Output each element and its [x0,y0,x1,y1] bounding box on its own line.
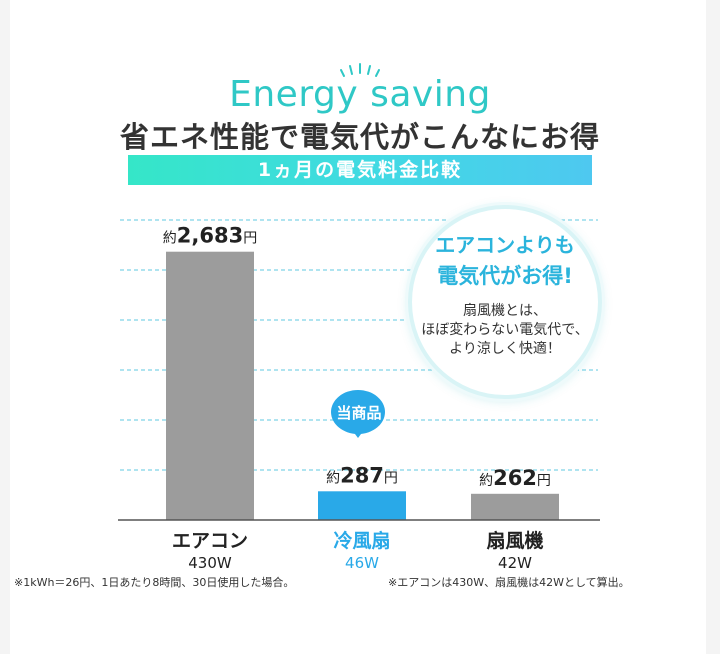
data-label-2: 約287円 [326,463,398,487]
bar-2 [318,491,406,520]
chart-subtitle-banner: 1ヵ月の電気料金比較 [128,155,592,185]
callout-body-3: より涼しく快適！ [449,341,561,357]
callout-body-1: 扇風機とは、 [463,303,547,319]
category-label-2: 冷風扇 [333,529,390,552]
bar-3 [471,493,559,520]
category-label-1: エアコン [172,530,248,552]
callout-headline-2: 電気代がお得! [437,264,573,288]
wattage-label-2: 46W [345,554,379,572]
data-label-3: 約262円 [479,466,551,490]
footnote-left: ※1kWh＝26円、1日あたり8時間、30日使用した場合。 [14,576,295,589]
sparkle-icon [340,63,380,77]
badge-pointer [349,426,367,438]
badge-label: 当商品 [336,404,382,422]
bar-1 [166,251,254,520]
data-label-1: 約2,683円 [163,224,257,248]
footnote-right: ※エアコンは430W、扇風機は42Wとして算出。 [388,576,630,589]
japanese-title: 省エネ性能で電気代がこんなにお得 [119,120,600,154]
callout-bubble: エアコンよりも 電気代がお得! 扇風機とは、 ほぼ変わらない電気代で、 より涼し… [408,205,602,399]
callout-headline-1: エアコンよりも [435,233,575,257]
wattage-label-1: 430W [188,554,232,572]
wattage-label-3: 42W [498,554,532,572]
this-product-badge: 当商品 [329,390,389,438]
callout-body-2: ほぼ変わらない電気代で、 [421,322,589,338]
english-title: Energy saving [229,74,491,115]
category-label-3: 扇風機 [486,529,543,552]
